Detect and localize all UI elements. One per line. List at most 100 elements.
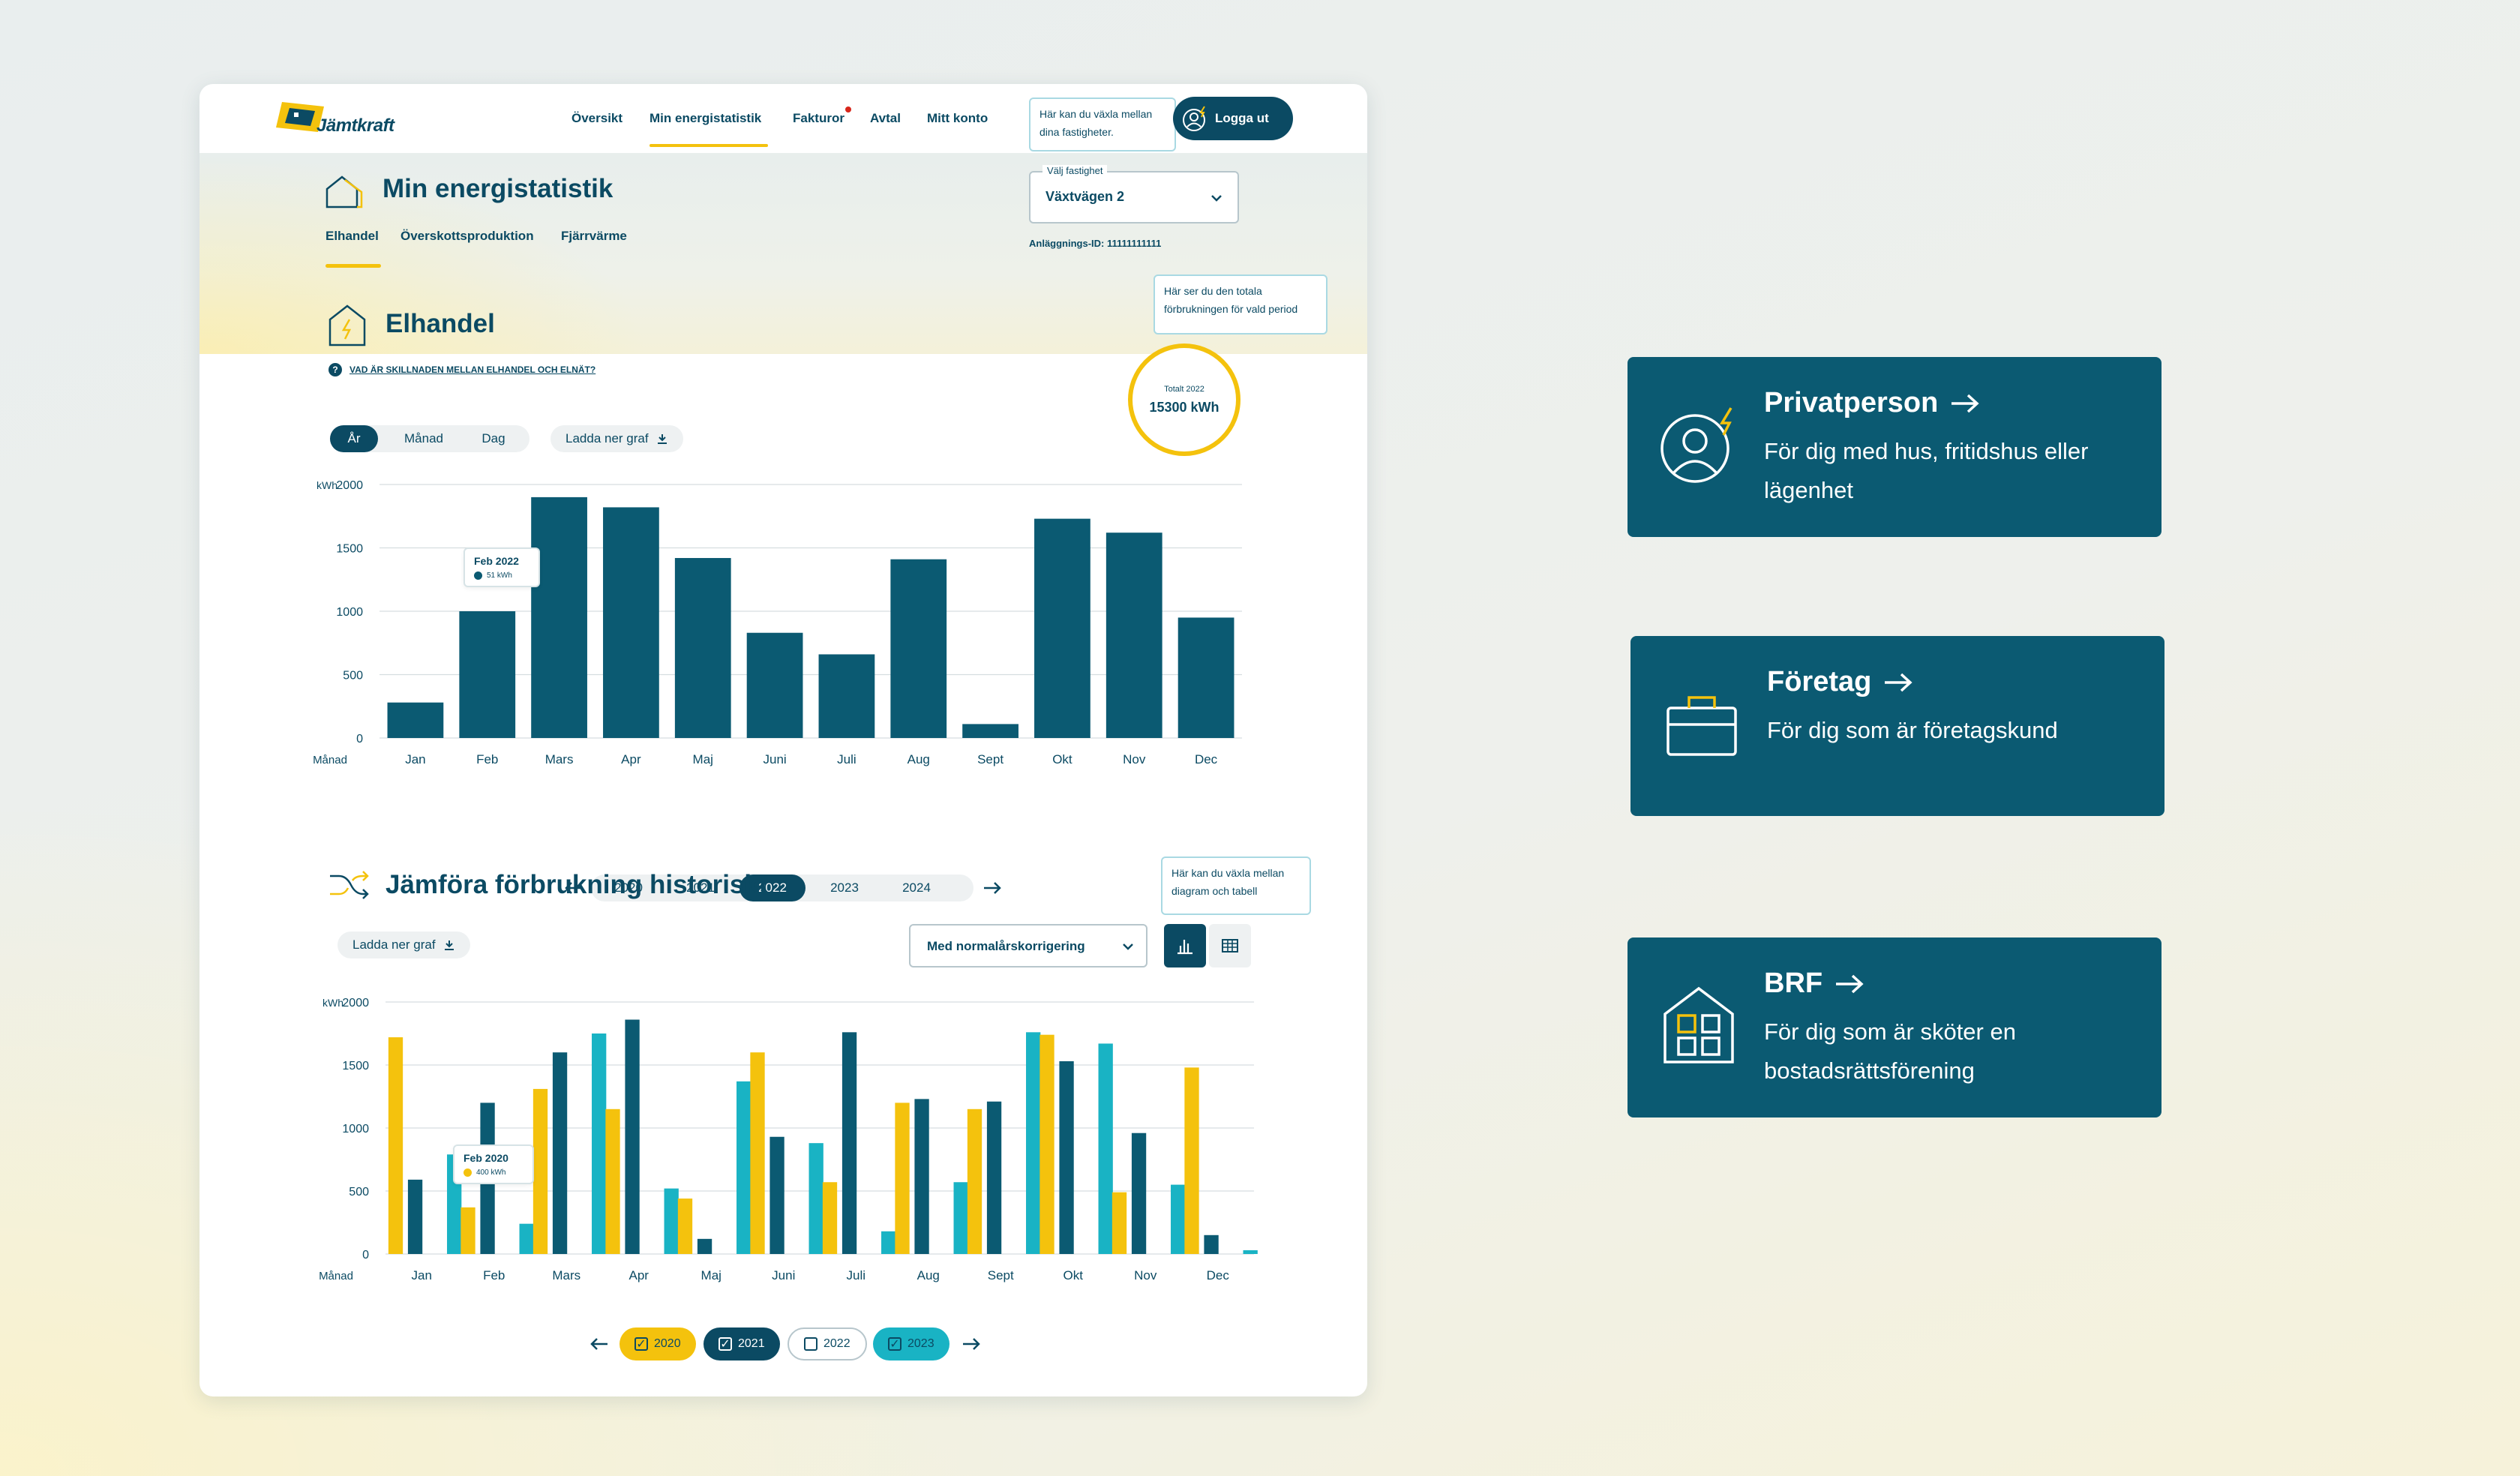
legend-chip-2023[interactable]: ✓ 2023 bbox=[873, 1328, 950, 1360]
bar-2023-mars bbox=[592, 1034, 607, 1254]
legend-chip-2021[interactable]: ✓ 2021 bbox=[704, 1328, 780, 1360]
nav-avtal[interactable]: Avtal bbox=[870, 111, 901, 125]
logout-button[interactable]: Logga ut bbox=[1173, 97, 1293, 140]
bar-2021-nov bbox=[1131, 1132, 1147, 1254]
next-year-arrow-icon[interactable] bbox=[982, 880, 1002, 896]
card-title-text: Företag bbox=[1767, 666, 1872, 698]
chart-tooltip-row: 400 kWh bbox=[464, 1168, 524, 1177]
x-tick-label: Jan bbox=[405, 752, 425, 766]
total-value: 15300 kWh bbox=[1149, 399, 1220, 415]
year-2024[interactable]: 2024 bbox=[902, 880, 931, 895]
legend-label: 2020 bbox=[654, 1337, 681, 1350]
period-day-tab[interactable]: Dag bbox=[482, 431, 506, 446]
bar-2023-sept bbox=[1026, 1032, 1041, 1254]
compare-tooltip-feb: Feb 2020 400 kWh bbox=[453, 1144, 534, 1184]
y-tick-label: 1500 bbox=[336, 543, 363, 556]
table-view-button[interactable] bbox=[1209, 924, 1251, 968]
apartment-building-icon bbox=[1664, 986, 1734, 1064]
chart-view-button[interactable] bbox=[1164, 924, 1206, 968]
arrow-right-icon bbox=[1885, 673, 1912, 692]
legend-chip-2020[interactable]: ✓ 2020 bbox=[620, 1328, 696, 1360]
facility-id: Anläggnings-ID: 11111111111 bbox=[1029, 238, 1162, 249]
bar-2023-maj bbox=[736, 1081, 752, 1254]
tab-fjarrvarme[interactable]: Fjärrvärme bbox=[561, 229, 627, 243]
checkbox-empty-icon bbox=[804, 1337, 818, 1351]
bar-2021-juni bbox=[770, 1136, 784, 1254]
total-consumption-ring: Totalt 2022 15300 kWh bbox=[1128, 344, 1240, 456]
chart-tooltip-value: 400 kWh bbox=[476, 1168, 506, 1177]
x-axis-label: Månad bbox=[319, 1270, 353, 1282]
tooltip-line: förbrukningen för vald period bbox=[1164, 303, 1298, 315]
elhandel-info-link[interactable]: ? VAD ÄR SKILLNADEN MELLAN ELHANDEL OCH … bbox=[328, 363, 596, 376]
x-tick-label: Feb bbox=[483, 1268, 505, 1282]
period-year-tab[interactable]: År bbox=[330, 425, 378, 452]
prev-arrow-icon[interactable] bbox=[590, 1336, 609, 1352]
y-tick-label: 1000 bbox=[342, 1123, 369, 1136]
legend-label: 2023 bbox=[908, 1337, 934, 1350]
x-tick-label: Maj bbox=[693, 752, 713, 766]
bar-juli bbox=[818, 654, 875, 738]
period-month-tab[interactable]: Månad bbox=[404, 431, 443, 446]
period-toggle: År Månad Dag bbox=[330, 425, 530, 452]
chevron-down-icon bbox=[1211, 195, 1222, 202]
card-description: För dig som är sköter en bostadsrättsför… bbox=[1764, 1018, 2016, 1084]
chart-tooltip-title: Feb 2022 bbox=[474, 555, 519, 567]
y-tick-label: 0 bbox=[356, 733, 363, 746]
year-2021[interactable]: 2021 bbox=[686, 880, 715, 895]
chart-tooltip-value: 51 kWh bbox=[487, 572, 512, 580]
nav-mitt-konto[interactable]: Mitt konto bbox=[927, 111, 988, 125]
bar-2021-apr bbox=[625, 1019, 640, 1254]
tooltip-line: Här kan du växla mellan bbox=[1040, 108, 1153, 120]
property-select[interactable]: Växtvägen 2 bbox=[1029, 171, 1239, 224]
bar-2020-dec bbox=[1184, 1067, 1199, 1254]
tooltip-line: diagram och tabell bbox=[1172, 885, 1258, 897]
nav-active-indicator bbox=[650, 144, 768, 147]
x-tick-label: Aug bbox=[917, 1268, 940, 1282]
bar-dec bbox=[1178, 617, 1234, 738]
card-privatperson[interactable]: Privatperson För dig med hus, fritidshus… bbox=[1628, 357, 2162, 537]
prev-year-arrow-icon[interactable] bbox=[564, 880, 584, 896]
year-2020[interactable]: 2020 bbox=[614, 880, 643, 895]
bar-2020-feb bbox=[460, 1207, 476, 1254]
compare-download-button[interactable]: Ladda ner graf bbox=[338, 932, 470, 958]
download-graph-button[interactable]: Ladda ner graf bbox=[550, 425, 683, 452]
x-tick-label: Juli bbox=[837, 752, 856, 766]
next-arrow-icon[interactable] bbox=[962, 1336, 981, 1352]
x-tick-label: Okt bbox=[1052, 752, 1072, 766]
nav-min-energistatistik[interactable]: Min energistatistik bbox=[650, 111, 762, 125]
arrow-right-icon bbox=[1836, 974, 1864, 993]
x-tick-label: Sept bbox=[977, 752, 1004, 766]
compare-title: Jämföra förbrukning historiskt bbox=[386, 870, 768, 899]
y-tick-label: 1500 bbox=[342, 1060, 369, 1072]
year-2022[interactable]: 2022 bbox=[740, 874, 806, 902]
jamtkraft-logo-icon[interactable] bbox=[272, 99, 406, 140]
nav-fakturor[interactable]: Fakturor bbox=[793, 111, 844, 125]
card-brf[interactable]: BRF För dig som är sköter en bostadsrätt… bbox=[1628, 938, 2162, 1118]
tab-elhandel[interactable]: Elhandel bbox=[326, 229, 379, 243]
year-2023[interactable]: 2023 bbox=[830, 880, 859, 895]
info-link-text: VAD ÄR SKILLNADEN MELLAN ELHANDEL OCH EL… bbox=[350, 364, 596, 375]
y-tick-label: 500 bbox=[349, 1186, 369, 1198]
legend-label: 2021 bbox=[738, 1337, 765, 1350]
user-bolt-icon bbox=[1183, 106, 1205, 131]
bar-2020-aug bbox=[895, 1102, 910, 1254]
bar-2021-maj bbox=[697, 1238, 712, 1254]
question-icon: ? bbox=[328, 363, 342, 376]
download-icon bbox=[657, 434, 667, 444]
x-tick-label: Maj bbox=[701, 1268, 722, 1282]
notification-dot bbox=[845, 106, 851, 112]
download-label: Ladda ner graf bbox=[352, 938, 436, 952]
download-icon bbox=[444, 940, 454, 950]
chart-tooltip-feb: Feb 2022 51 kWh bbox=[464, 548, 540, 587]
card-foretag[interactable]: Företag För dig som är företagskund bbox=[1630, 636, 2164, 816]
tab-overskottsproduktion[interactable]: Överskottsproduktion bbox=[400, 229, 534, 243]
year-pager: 2020 2021 2022 2023 2024 bbox=[591, 874, 974, 902]
legend-chip-2022[interactable]: 2022 bbox=[788, 1328, 867, 1360]
correction-dropdown[interactable]: Med normalårskorrigering bbox=[909, 924, 1148, 968]
nav-oversikt[interactable]: Översikt bbox=[572, 111, 623, 125]
bar-jan bbox=[387, 702, 444, 738]
property-select-value: Växtvägen 2 bbox=[1046, 189, 1125, 204]
x-tick-label: Feb bbox=[476, 752, 498, 766]
